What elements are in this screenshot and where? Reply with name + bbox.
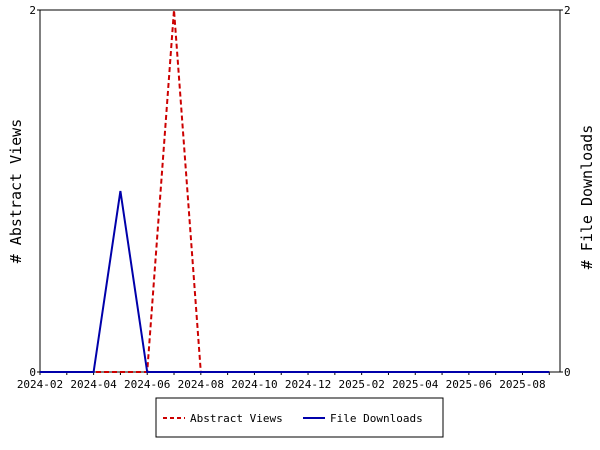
legend-label-abstract-views: Abstract Views (190, 412, 283, 425)
x-tick-label: 2024-12 (285, 378, 331, 391)
y2-tick-label: 0 (564, 366, 571, 379)
x-tick-label: 2025-02 (338, 378, 384, 391)
series-line-file-downloads (40, 190, 550, 373)
series-line-abstract-views (40, 9, 550, 373)
x-tick-label: 2025-04 (392, 378, 439, 391)
x-tick-label: 2024-06 (124, 378, 170, 391)
x-tick-label: 2025-08 (499, 378, 545, 391)
axis-ticks: 2024-02 2024-04 2024-06 2024-08 2024-10 2024-… (17, 4, 571, 391)
legend-label-file-downloads: File Downloads (330, 412, 423, 425)
series-group (40, 9, 550, 373)
x-tick-label: 2024-10 (231, 378, 277, 391)
x-tick-label: 2024-08 (178, 378, 224, 391)
y2-axis-title: # File Downloads (578, 125, 596, 270)
x-tick-label: 2024-02 (17, 378, 63, 391)
plot-area (39, 9, 561, 373)
y2-tick-label: 2 (564, 4, 571, 17)
y-tick-label: 2 (29, 4, 36, 17)
x-tick-label: 2024-04 (70, 378, 117, 391)
legend-box (155, 397, 444, 438)
legend: Abstract Views File Downloads (155, 397, 444, 438)
y-tick-label: 0 (29, 366, 36, 379)
x-tick-label: 2025-06 (446, 378, 492, 391)
y-axis-title: # Abstract Views (7, 119, 25, 264)
